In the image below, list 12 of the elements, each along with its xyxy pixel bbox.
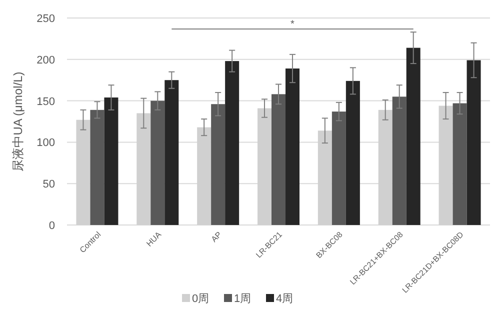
legend-label: 4周 xyxy=(276,293,294,305)
annotation: * xyxy=(290,19,295,30)
legend-label: 1周 xyxy=(234,293,252,305)
y-tick-label: 50 xyxy=(42,178,55,191)
legend-label: 0周 xyxy=(192,293,210,305)
y-tick-label: 0 xyxy=(48,220,55,232)
y-axis-title: 尿液中UA (μmol/L) xyxy=(11,72,25,172)
y-tick-label: 100 xyxy=(36,137,55,150)
y-tick-label: 200 xyxy=(36,54,55,66)
x-tick-label: AP xyxy=(210,230,224,244)
y-tick-label: 250 xyxy=(36,13,55,25)
y-tick-label: 150 xyxy=(36,96,55,108)
